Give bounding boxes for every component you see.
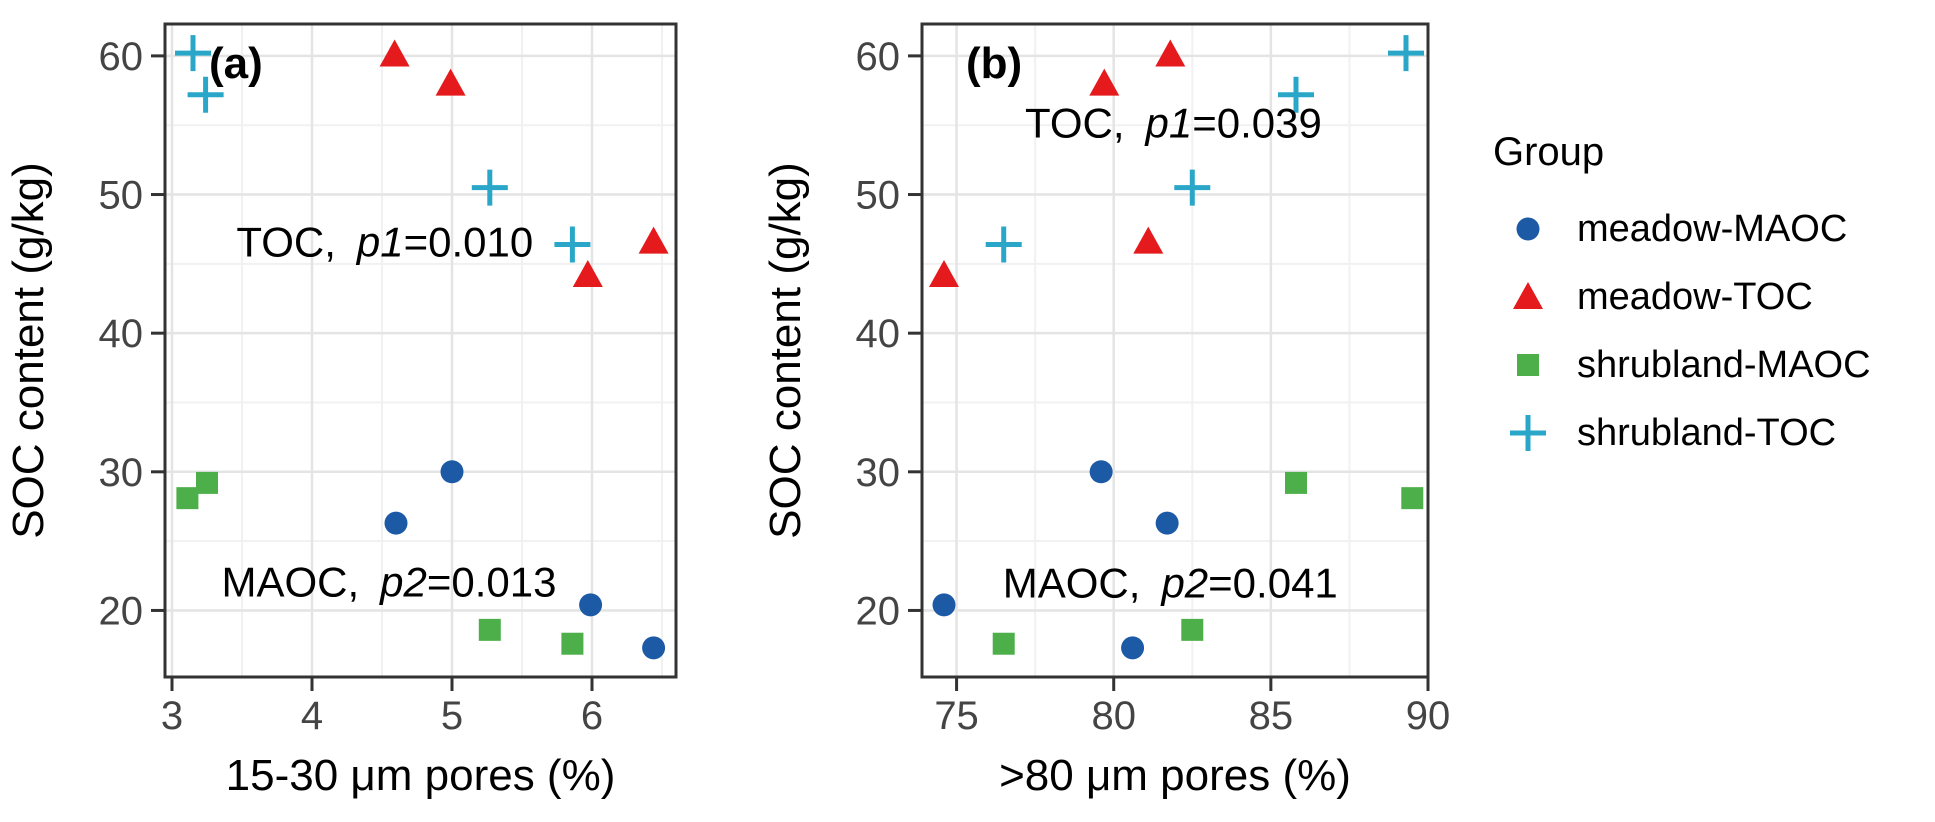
circle-marker bbox=[1155, 511, 1179, 535]
y-axis-title: SOC content (g/kg) bbox=[761, 162, 810, 539]
triangle-marker bbox=[1133, 226, 1164, 254]
circle-marker bbox=[932, 593, 956, 617]
square-marker bbox=[176, 487, 199, 510]
y-tick-label: 50 bbox=[856, 174, 901, 218]
series-meadow-MAOC bbox=[384, 460, 666, 660]
y-tick-label: 20 bbox=[856, 589, 901, 633]
x-tick-label: 3 bbox=[161, 694, 183, 738]
series-shrubland-MAOC bbox=[992, 471, 1424, 655]
annotation: MAOC, p2=0.041 bbox=[1003, 560, 1338, 607]
triangle-marker bbox=[435, 68, 466, 96]
legend-label: shrubland-MAOC bbox=[1577, 343, 1871, 386]
x-tick-label: 85 bbox=[1249, 694, 1294, 738]
square-marker bbox=[478, 618, 501, 641]
series-meadow-MAOC bbox=[932, 460, 1179, 660]
plus-marker bbox=[985, 226, 1022, 263]
legend-title: Group bbox=[1493, 130, 1605, 174]
panel-a: TOC, p1=0.010 MAOC, p2=0.013 (a) 3 4 5 6 20 30 40… bbox=[4, 22, 678, 800]
legend-items: meadow-MAOC meadow-TOC shrubland-MAOC shrub… bbox=[1483, 195, 1871, 467]
plus-marker bbox=[471, 169, 508, 206]
triangle-marker bbox=[379, 39, 410, 67]
square-marker bbox=[992, 632, 1015, 655]
annotation: MAOC, p2=0.013 bbox=[221, 558, 556, 605]
triangle-icon bbox=[1513, 282, 1543, 309]
y-tick-label: 50 bbox=[99, 174, 144, 218]
triangle-icon bbox=[1513, 282, 1543, 309]
x-tick-label: 75 bbox=[934, 694, 979, 738]
square-marker bbox=[1401, 487, 1424, 510]
x-tick-label: 5 bbox=[441, 694, 463, 738]
square-marker bbox=[1285, 471, 1307, 494]
legend-item-shrubland-TOC: shrubland-TOC bbox=[1483, 399, 1871, 467]
circle-marker bbox=[440, 460, 464, 484]
legend-label: meadow-MAOC bbox=[1577, 207, 1848, 250]
panel-border bbox=[920, 22, 1430, 679]
square-icon bbox=[1517, 354, 1539, 376]
triangle-marker bbox=[1089, 68, 1120, 96]
series-meadow-TOC bbox=[379, 39, 669, 287]
circle-marker bbox=[384, 511, 408, 535]
x-axis-title: 15-30 μm pores (%) bbox=[226, 751, 616, 800]
circle-icon bbox=[1516, 217, 1540, 241]
legend-item-meadow-TOC: meadow-TOC bbox=[1483, 263, 1871, 331]
legend-label: shrubland-TOC bbox=[1577, 411, 1837, 454]
triangle-marker bbox=[929, 259, 959, 287]
circle-marker bbox=[1121, 636, 1145, 660]
annotation: TOC, p1=0.010 bbox=[236, 219, 533, 266]
y-tick-label: 40 bbox=[856, 312, 901, 356]
plus-marker bbox=[1388, 35, 1424, 72]
circle-marker bbox=[579, 593, 603, 617]
annotation: TOC, p1=0.039 bbox=[1025, 99, 1322, 146]
y-tick-label: 60 bbox=[99, 35, 144, 79]
x-tick-label: 90 bbox=[1406, 694, 1451, 738]
y-tick-label: 20 bbox=[99, 589, 144, 633]
panel-border bbox=[163, 22, 678, 679]
y-tick-label: 60 bbox=[856, 35, 901, 79]
plus-icon bbox=[1510, 415, 1546, 451]
y-axis-title: SOC content (g/kg) bbox=[4, 162, 53, 539]
panel-tag: (a) bbox=[209, 39, 263, 88]
series-shrubland-TOC bbox=[175, 35, 591, 263]
panel-tag: (b) bbox=[966, 39, 1022, 88]
plus-marker bbox=[1174, 169, 1211, 206]
legend-item-shrubland-MAOC: shrubland-MAOC bbox=[1483, 331, 1871, 399]
square-marker bbox=[1181, 618, 1204, 641]
triangle-marker bbox=[572, 259, 603, 287]
triangle-marker bbox=[1155, 39, 1186, 67]
panel-b: TOC, p1=0.039 MAOC, p2=0.041 (b) 75 80 85 90 20… bbox=[761, 22, 1451, 800]
y-tick-label: 40 bbox=[99, 312, 144, 356]
legend-item-meadow-MAOC: meadow-MAOC bbox=[1483, 195, 1871, 263]
circle-icon bbox=[1516, 217, 1540, 241]
series-shrubland-TOC bbox=[985, 35, 1424, 263]
circle-marker bbox=[642, 636, 666, 660]
series-meadow-TOC bbox=[929, 39, 1186, 287]
plus-icon bbox=[1510, 415, 1546, 451]
legend: Group meadow-MAOC meadow-TOC shrubland-MAO… bbox=[1483, 130, 1871, 467]
legend-label: meadow-TOC bbox=[1577, 275, 1813, 318]
triangle-marker bbox=[638, 226, 669, 254]
plus-marker bbox=[187, 76, 224, 113]
square-marker bbox=[196, 471, 218, 494]
y-tick-label: 30 bbox=[856, 451, 901, 495]
x-tick-label: 4 bbox=[301, 694, 323, 738]
series-shrubland-MAOC bbox=[176, 471, 584, 655]
square-icon bbox=[1517, 354, 1539, 376]
plus-marker bbox=[1278, 76, 1314, 113]
square-marker bbox=[561, 632, 584, 655]
circle-marker bbox=[1089, 460, 1113, 484]
x-tick-label: 80 bbox=[1091, 694, 1136, 738]
x-axis-title: >80 μm pores (%) bbox=[999, 751, 1351, 800]
plus-marker bbox=[175, 35, 211, 72]
y-tick-label: 30 bbox=[99, 451, 144, 495]
plus-marker bbox=[554, 226, 591, 263]
x-tick-label: 6 bbox=[581, 694, 603, 738]
